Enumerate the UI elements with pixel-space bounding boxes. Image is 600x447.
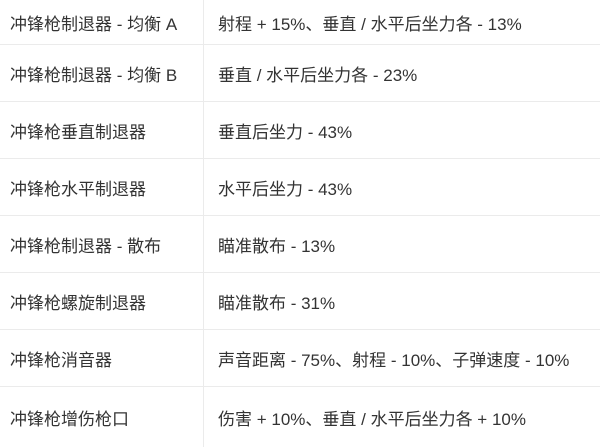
table-row: 冲锋枪消音器 声音距离 - 75%、射程 - 10%、子弹速度 - 10% [0,330,600,387]
attachment-name-cell: 冲锋枪制退器 - 均衡 B [0,45,204,101]
attachment-name-cell: 冲锋枪螺旋制退器 [0,273,204,329]
attachment-name-cell: 冲锋枪垂直制退器 [0,102,204,158]
attachment-name-cell: 冲锋枪制退器 - 散布 [0,216,204,272]
table-row: 冲锋枪水平制退器 水平后坐力 - 43% [0,159,600,216]
attachment-name-cell: 冲锋枪增伤枪口 [0,387,204,447]
effect-cell: 声音距离 - 75%、射程 - 10%、子弹速度 - 10% [218,350,570,370]
table-row: 冲锋枪垂直制退器 垂直后坐力 - 43% [0,102,600,159]
effect-cell: 瞄准散布 - 31% [218,293,336,313]
table-row: 冲锋枪制退器 - 均衡 B 垂直 / 水平后坐力各 - 23% [0,45,600,102]
attachment-name-cell: 冲锋枪水平制退器 [0,159,204,215]
effect-cell: 垂直后坐力 - 43% [218,122,353,142]
effect-cell: 射程 + 15%、垂直 / 水平后坐力各 - 13% [218,14,522,34]
table-row: 冲锋枪螺旋制退器 瞄准散布 - 31% [0,273,600,330]
effect-cell: 伤害 + 10%、垂直 / 水平后坐力各 + 10% [218,409,526,429]
attachment-name-cell: 冲锋枪制退器 - 均衡 A [0,0,204,44]
attachment-name-cell: 冲锋枪消音器 [0,330,204,386]
effect-cell: 垂直 / 水平后坐力各 - 23% [218,65,418,85]
table-row: 冲锋枪增伤枪口 伤害 + 10%、垂直 / 水平后坐力各 + 10% [0,387,600,447]
table-row: 冲锋枪制退器 - 散布 瞄准散布 - 13% [0,216,600,273]
table-row: 冲锋枪制退器 - 均衡 A 射程 + 15%、垂直 / 水平后坐力各 - 13% [0,0,600,45]
effect-cell: 瞄准散布 - 13% [218,236,336,256]
effect-cell: 水平后坐力 - 43% [218,179,353,199]
